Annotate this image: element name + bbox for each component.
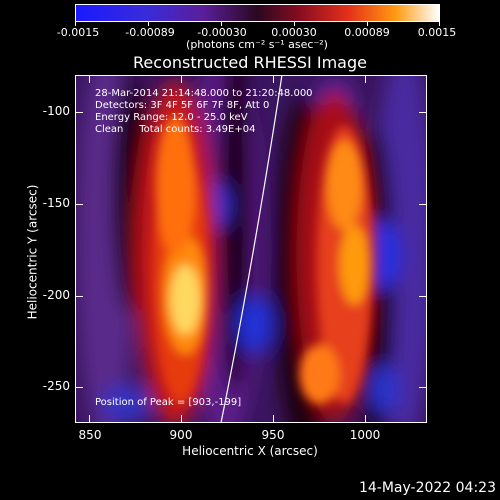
rhessi-image (75, 75, 427, 423)
y-tick-label: -100 (42, 104, 70, 118)
plot-title: Reconstructed RHESSI Image (133, 53, 367, 72)
y-tick-label: -200 (42, 288, 70, 302)
solar-limb-line (220, 76, 283, 422)
colorbar-tick-label: 0.00089 (344, 26, 390, 39)
observation-info: 28-Mar-2014 21:14:48.000 to 21:20:48.000… (95, 88, 313, 135)
colorbar-tick-label: -0.0015 (56, 26, 100, 39)
x-tick-label: 850 (78, 428, 102, 442)
y-axis-label: Heliocentric Y (arcsec) (25, 184, 40, 320)
colorbar-tick-label: 0.0015 (417, 26, 457, 39)
colorbar (75, 4, 440, 22)
x-tick-label: 950 (261, 428, 285, 442)
colorbar-units: (photons cm⁻² s⁻¹ asec⁻²) (186, 38, 328, 51)
x-axis-label: Heliocentric X (arcsec) (182, 444, 318, 458)
colorbar-tick-label: -0.00089 (125, 26, 175, 39)
y-tick-label: -250 (42, 379, 70, 393)
x-tick-label: 1000 (349, 428, 381, 442)
peak-position: Position of Peak = [903,-199] (95, 397, 242, 408)
timestamp: 14-May-2022 04:23 (358, 480, 496, 496)
colorbar-tick-label: -0.00030 (197, 26, 247, 39)
colorbar-tick-label: 0.00030 (271, 26, 317, 39)
x-tick-label: 900 (169, 428, 193, 442)
y-tick-label: -150 (42, 196, 70, 210)
